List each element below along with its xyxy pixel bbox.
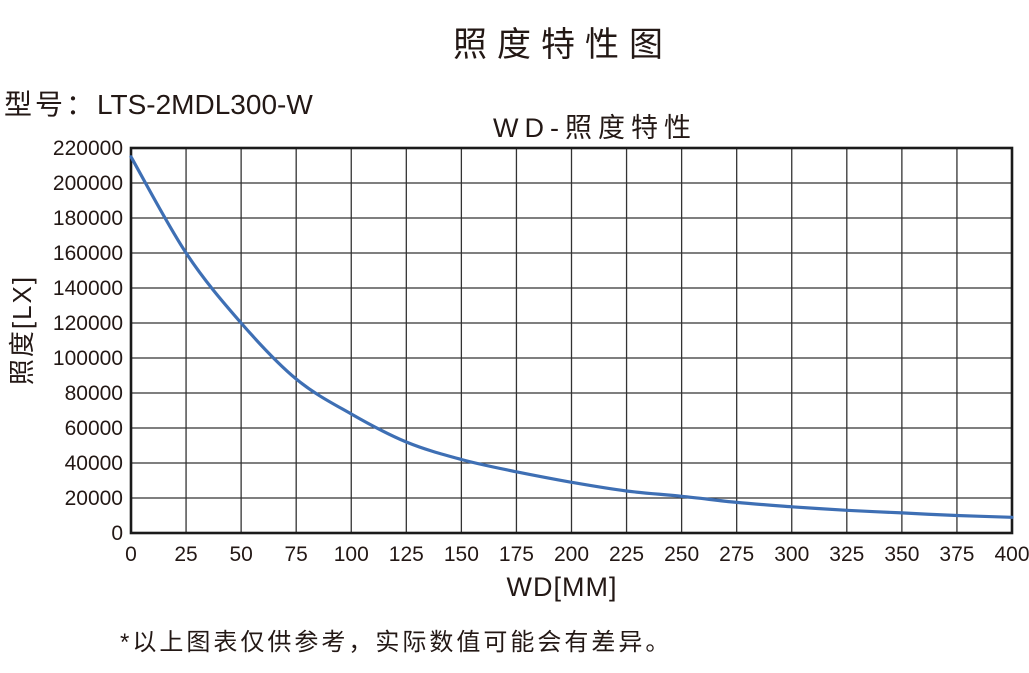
y-tick-label: 180000 [53,207,123,230]
x-tick-label: 50 [229,543,252,566]
footnote: *以上图表仅供参考，实际数值可能会有差异。 [120,629,673,656]
y-tick-label: 120000 [53,312,123,335]
chart-title: WD-照度特性 [493,113,697,143]
x-tick-label: 200 [554,543,589,566]
x-tick-label: 0 [125,543,137,566]
y-tick-label: 140000 [53,277,123,300]
x-tick-label: 350 [884,543,919,566]
y-tick-label: 40000 [65,452,123,475]
page-title: 照度特性图 [453,26,673,64]
y-tick-label: 20000 [65,487,123,510]
model-value: LTS-2MDL300-W [97,89,313,120]
x-tick-label: 375 [939,543,974,566]
x-tick-label: 125 [389,543,424,566]
x-tick-label: 300 [774,543,809,566]
illuminance-curve [129,155,1014,519]
x-tick-label: 250 [664,543,699,566]
x-tick-label: 75 [285,543,308,566]
x-tick-label: 25 [174,543,197,566]
x-tick-label: 225 [609,543,644,566]
y-axis-title: 照度[LX] [7,274,37,386]
y-tick-label: 60000 [65,417,123,440]
x-tick-label: 325 [829,543,864,566]
x-tick-label: 175 [499,543,534,566]
x-tick-label: 100 [334,543,369,566]
y-tick-label: 0 [111,522,123,545]
y-tick-label: 200000 [53,172,123,195]
model-label: 型号： [4,89,98,120]
x-axis-title: WD[MM] [506,572,618,602]
x-tick-label: 275 [719,543,754,566]
model-line: 型号：LTS-2MDL300-W [4,83,313,123]
plot-border [129,146,1014,535]
y-tick-label: 160000 [53,242,123,265]
y-tick-label: 80000 [65,382,123,405]
x-tick-label: 150 [444,543,479,566]
y-tick-label: 220000 [53,137,123,160]
x-tick-label: 400 [994,543,1029,566]
y-tick-label: 100000 [53,347,123,370]
